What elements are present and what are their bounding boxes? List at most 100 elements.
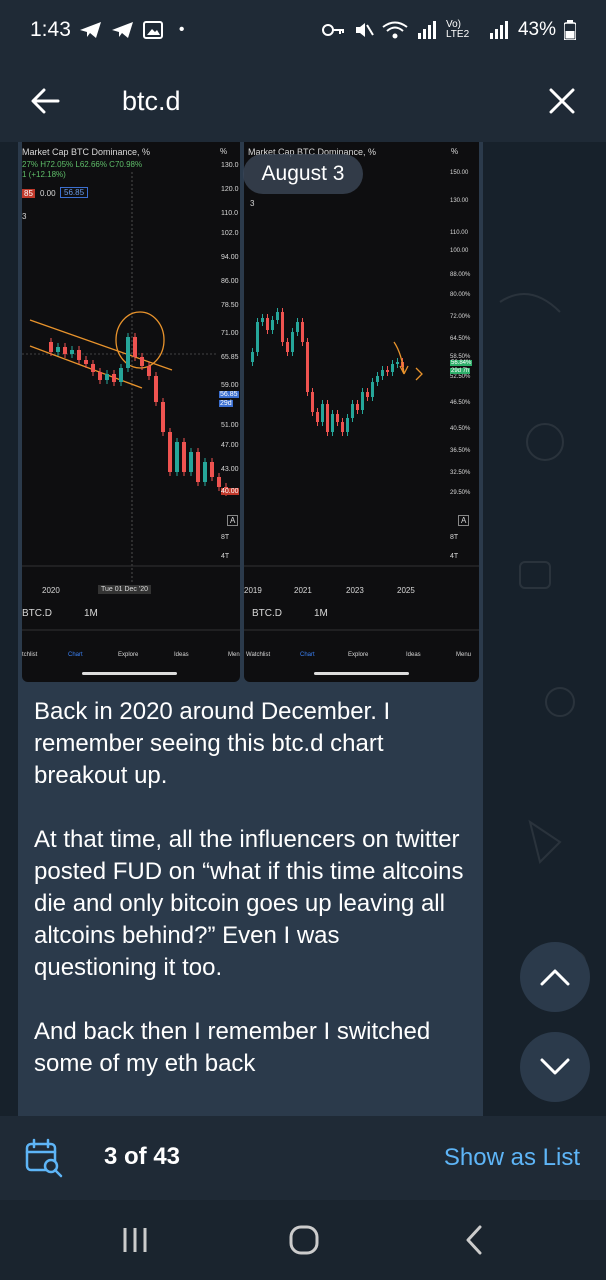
right-bt-label: 8T bbox=[450, 534, 459, 541]
left-home-indicator bbox=[82, 672, 177, 675]
left-chart-title: Market Cap BTC Dominance, % bbox=[22, 147, 151, 157]
signal-icon bbox=[417, 21, 436, 39]
close-button[interactable] bbox=[538, 77, 586, 125]
telegram-icon-2 bbox=[111, 22, 133, 38]
left-y-tick: 120.0 bbox=[221, 186, 239, 193]
right-candle bbox=[286, 342, 289, 352]
right-x-tick-2025: 2025 bbox=[397, 586, 415, 595]
scroll-up-button[interactable] bbox=[520, 942, 590, 1012]
left-y-tick: 86.00 bbox=[221, 278, 239, 285]
right-candle bbox=[366, 392, 369, 397]
left-chart-canvas bbox=[22, 172, 240, 675]
left-tab-ideas[interactable]: Ideas bbox=[174, 652, 189, 658]
left-candle bbox=[63, 347, 67, 354]
nav-back-button[interactable] bbox=[444, 1220, 504, 1260]
right-y-tick: 88.00% bbox=[450, 272, 471, 278]
show-as-list-button[interactable]: Show as List bbox=[443, 1144, 580, 1171]
left-y-tick: 94.00 bbox=[221, 254, 239, 261]
left-tab-watchlist[interactable]: tchlist bbox=[22, 652, 38, 658]
left-y-tick: 59.00 bbox=[221, 382, 239, 389]
lte-label: Vo) LTE2 bbox=[445, 19, 470, 40]
status-time: 1:43 bbox=[30, 18, 71, 41]
left-candle bbox=[133, 337, 137, 357]
right-y-tick: 36.50% bbox=[450, 448, 471, 454]
left-candle bbox=[210, 462, 214, 477]
right-x-tick-2023: 2023 bbox=[346, 586, 364, 595]
battery-percent: 43% bbox=[517, 19, 556, 40]
left-y-tick: 130.0 bbox=[221, 162, 239, 169]
left-y-tick: 71.00 bbox=[221, 330, 239, 337]
left-y-tick: 47.00 bbox=[221, 442, 239, 449]
right-y-tick: 150.00 bbox=[450, 170, 469, 176]
right-candle bbox=[316, 412, 319, 422]
message-paragraph-3: And back then I remember I switched some… bbox=[34, 1018, 431, 1077]
left-chart-ohlc: 27% H72.05% L62.66% C70.98% bbox=[22, 160, 143, 169]
right-pct-unit: % bbox=[451, 147, 459, 156]
right-interval[interactable]: 1M bbox=[314, 608, 328, 619]
chevron-down-icon bbox=[540, 1058, 570, 1075]
left-x-tick-2020: 2020 bbox=[42, 586, 60, 595]
gallery-icon bbox=[142, 21, 163, 39]
left-candle bbox=[84, 360, 88, 364]
status-dot: • bbox=[178, 21, 185, 38]
left-candle bbox=[70, 350, 74, 354]
left-tab-chart[interactable]: Chart bbox=[68, 652, 83, 658]
right-y-tick: 100.00 bbox=[450, 248, 469, 254]
right-candle bbox=[261, 318, 264, 322]
right-tab-chart[interactable]: Chart bbox=[300, 652, 315, 658]
right-candle bbox=[376, 376, 379, 382]
chevron-up-icon bbox=[540, 969, 570, 986]
left-candle bbox=[77, 350, 81, 360]
right-y-tick: 110.00 bbox=[450, 230, 468, 236]
left-auto-button[interactable]: A bbox=[227, 515, 239, 526]
right-symbol: BTC.D bbox=[252, 608, 282, 619]
left-chart-num: 3 bbox=[22, 212, 27, 221]
left-y-tick: 40.00 bbox=[221, 488, 239, 495]
left-badge-buy: 56.85 bbox=[60, 187, 89, 198]
recent-apps-button[interactable] bbox=[105, 1220, 165, 1260]
status-bar: 1:43 • Vo) LTE2 43% bbox=[0, 0, 606, 60]
left-y-tick: 78.50 bbox=[221, 302, 239, 309]
right-tab-menu[interactable]: Menu bbox=[456, 652, 472, 658]
left-candle bbox=[175, 442, 179, 472]
right-auto-button[interactable]: A bbox=[458, 515, 470, 526]
recent-apps-icon bbox=[123, 1228, 147, 1252]
result-counter: 3 of 43 bbox=[104, 1143, 181, 1170]
right-candle bbox=[391, 364, 394, 372]
left-candle bbox=[203, 462, 207, 482]
right-y-tick: 58.50% bbox=[450, 354, 471, 360]
chat-background-pattern bbox=[499, 293, 586, 973]
right-tab-explore[interactable]: Explore bbox=[348, 652, 369, 658]
left-candle bbox=[217, 477, 221, 487]
mute-icon bbox=[355, 23, 374, 37]
right-x-tick-2021: 2021 bbox=[294, 586, 312, 595]
left-candle bbox=[91, 364, 95, 372]
signal-icon-2 bbox=[489, 21, 508, 39]
right-price-tag-sub: 29d 7h bbox=[450, 368, 471, 374]
home-button[interactable] bbox=[274, 1220, 334, 1260]
left-price-tag: 56.85 bbox=[219, 391, 239, 398]
right-candle bbox=[291, 332, 294, 352]
right-candle bbox=[331, 414, 334, 432]
scroll-down-button[interactable] bbox=[520, 1032, 590, 1102]
left-candle bbox=[112, 374, 116, 382]
message-bubble: Market Cap BTC Dominance, % 27% H72.05% … bbox=[18, 142, 483, 1116]
right-x-tick-2019: 2019 bbox=[244, 586, 262, 595]
left-badge-spread: 0.00 bbox=[40, 189, 56, 198]
chart-screenshot-left[interactable]: Market Cap BTC Dominance, % 27% H72.05% … bbox=[22, 142, 240, 682]
chart-screenshot-right[interactable]: Market Cap BTC Dominance, % 3 % 150.00 13… bbox=[244, 142, 479, 682]
message-text: Back in 2020 around December. I remember… bbox=[34, 696, 464, 1112]
telegram-icon bbox=[79, 22, 101, 38]
chat-area: Market Cap BTC Dominance, % 27% H72.05% … bbox=[0, 142, 606, 1116]
left-y-tick: 102.0 bbox=[221, 230, 239, 237]
right-candle bbox=[336, 414, 339, 422]
left-candle bbox=[140, 357, 144, 366]
right-tab-ideas[interactable]: Ideas bbox=[406, 652, 421, 658]
left-tab-menu[interactable]: Men bbox=[228, 652, 240, 658]
left-tab-explore[interactable]: Explore bbox=[118, 652, 139, 658]
left-interval[interactable]: 1M bbox=[84, 608, 98, 619]
right-tab-watchlist[interactable]: Watchlist bbox=[246, 652, 271, 658]
arrow-left-icon bbox=[31, 88, 60, 114]
back-button[interactable] bbox=[0, 60, 90, 142]
calendar-search-button[interactable] bbox=[24, 1138, 64, 1178]
